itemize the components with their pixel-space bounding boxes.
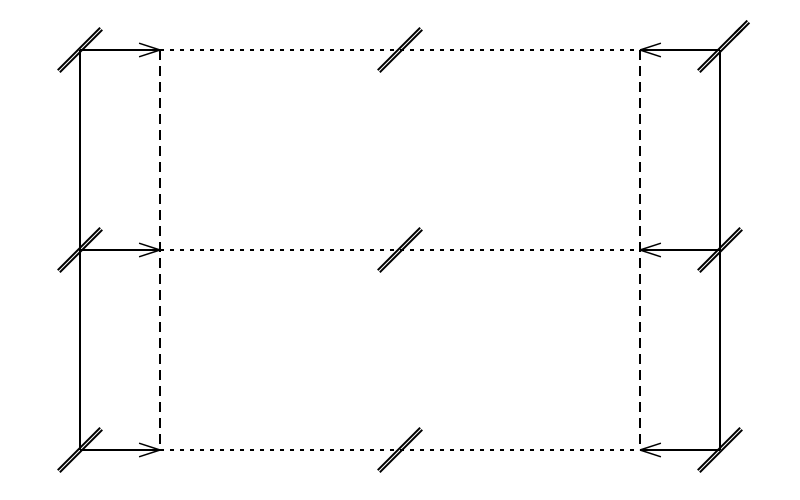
hatch-mark	[380, 30, 422, 72]
hatch-mark	[380, 430, 422, 472]
hatch-mark	[698, 228, 740, 270]
arrow-head	[139, 443, 160, 450]
hatch-mark	[698, 28, 740, 70]
hatch-mark	[700, 430, 742, 472]
hatch-mark	[60, 30, 102, 72]
hatch-mark	[700, 30, 742, 72]
arrow-head	[139, 243, 160, 250]
arrow-head	[139, 450, 160, 457]
hatch-mark	[60, 430, 102, 472]
arrow-head	[139, 43, 160, 50]
hatch-mark	[58, 428, 100, 470]
arrow-head	[640, 443, 661, 450]
hatch-mark	[700, 230, 742, 272]
arrow-head	[139, 250, 160, 257]
arrow-head	[640, 43, 661, 50]
diagram-canvas	[0, 0, 800, 500]
arrow-head	[640, 250, 661, 257]
hatch-mark	[378, 28, 420, 70]
arrow-head	[640, 243, 661, 250]
hatch-mark	[378, 428, 420, 470]
hatch-mark	[380, 230, 422, 272]
hatch-mark	[378, 228, 420, 270]
hatch-mark	[58, 28, 100, 70]
hatch-mark	[698, 428, 740, 470]
arrow-head	[640, 450, 661, 457]
hatch-mark	[60, 230, 102, 272]
arrow-head	[640, 50, 661, 57]
hatch-mark	[58, 228, 100, 270]
arrow-head	[139, 50, 160, 57]
